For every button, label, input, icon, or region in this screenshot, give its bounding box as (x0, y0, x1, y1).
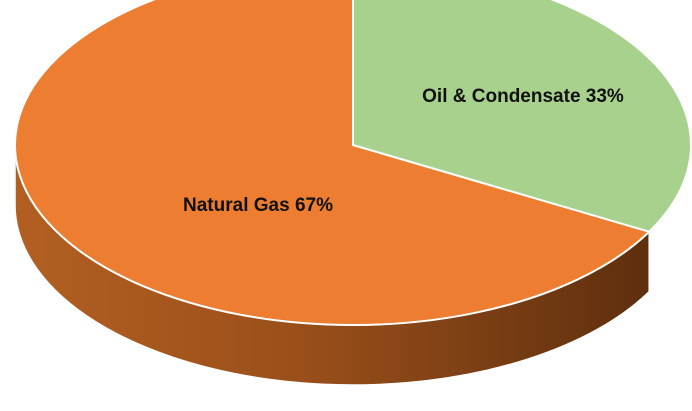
pie-slice-natural-gas (14, 0, 651, 326)
data-label-oil-condensate: Oil & Condensate 33% (422, 86, 624, 107)
data-label-natural-gas: Natural Gas 67% (183, 195, 333, 216)
pie-slice-oil-condensate (352, 0, 692, 233)
